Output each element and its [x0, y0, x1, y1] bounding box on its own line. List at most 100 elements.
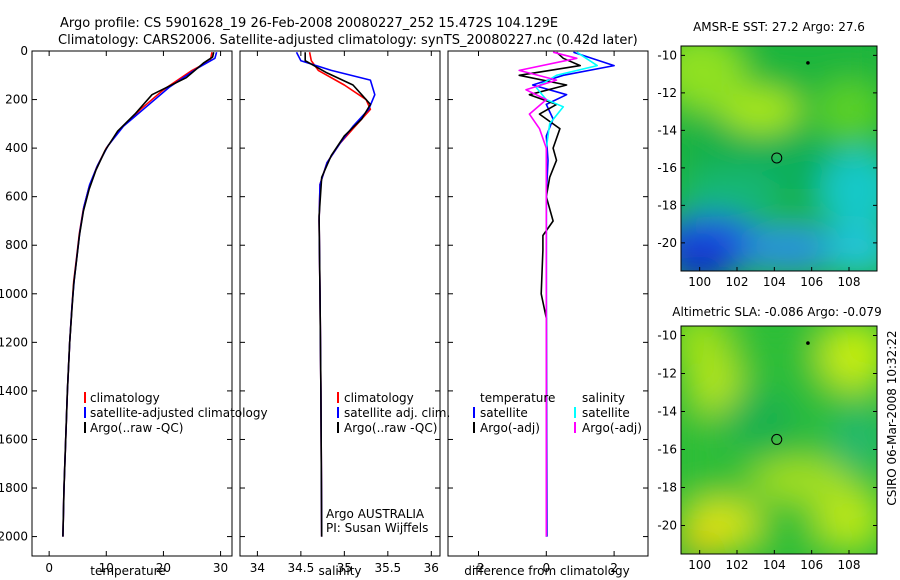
legend-swatch-argo: [84, 422, 86, 433]
difference-series-temperature-argo-adj: [518, 51, 582, 537]
legend-label-climatology: climatology: [344, 391, 414, 405]
temperature-series-argo-raw-qc: [62, 52, 215, 537]
depth-tick-label: 600: [5, 190, 28, 204]
legend-swatch-argo: [337, 422, 339, 433]
difference-series-salinity-satellite: [535, 51, 599, 537]
difference-x-tick-label: 2: [610, 561, 618, 575]
depth-tick-label: 1200: [0, 335, 28, 349]
depth-tick-label: 1600: [0, 432, 28, 446]
sst_map-lon-tick-label: 102: [726, 275, 749, 289]
salinity-series-argo-raw-qc: [304, 52, 372, 537]
sla_map-lat-tick-label: -18: [657, 481, 677, 495]
sst-map-title: AMSR-E SST: 27.2 Argo: 27.6: [693, 20, 865, 34]
sst-map-panel: AMSR-E SST: 27.2 Argo: 27.6 100 102 104 106…: [657, 20, 878, 289]
legend-swatch-climatology: [84, 392, 86, 403]
sla_map-lon-tick-label: 102: [726, 558, 749, 572]
difference-x-tick-label: 0: [542, 561, 550, 575]
depth-tick-label: 2000: [0, 530, 28, 544]
legend-label-argo: Argo(..raw -QC): [90, 421, 183, 435]
legend-label-sal-satellite: satellite: [582, 406, 630, 420]
annotation-pi-name: PI: Susan Wijffels: [326, 521, 428, 535]
temperature-axes-frame: [31, 50, 233, 557]
legend-label-temp-satellite: satellite: [480, 406, 528, 420]
legend-header-temperature: temperature: [480, 391, 555, 405]
legend-header-salinity: salinity: [582, 391, 625, 405]
temperature-legend: climatology satellite-adjusted climatolo…: [84, 391, 268, 435]
sst-map-frame: [680, 45, 878, 272]
sst_map-lat-tick-label: -12: [657, 86, 677, 100]
argo-position-marker: [771, 433, 783, 445]
temperature-profile-panel: 0 10 20 30 0 200 400 600 800 1000 1200 1400 1600 1800…: [0, 44, 268, 578]
legend-swatch-climatology: [337, 392, 339, 403]
sla_map-lon-tick-label: 104: [763, 558, 786, 572]
temperature-series-satellite-adjusted-climatology: [62, 51, 218, 537]
sla_map-lat-tick-label: -16: [657, 443, 677, 457]
difference-series-temperature-satellite: [531, 51, 615, 537]
legend-swatch-temp-argo: [473, 422, 475, 433]
figure-title-line1: Argo profile: CS 5901628_19 26-Feb-2008 …: [60, 16, 558, 31]
csiro-timestamp: CSIRO 06-Mar-2008 10:32:22: [885, 330, 899, 505]
track-mark: [806, 61, 810, 65]
salinity-x-tick-label: 35.5: [374, 561, 401, 575]
sst_map-lat-tick-label: -14: [657, 123, 677, 137]
salinity-series-satellite-adj-clim: [295, 51, 376, 537]
sla_map-lat-tick-label: -10: [657, 329, 677, 343]
legend-swatch-sal-argo: [574, 422, 576, 433]
salinity-x-label: salinity: [318, 564, 361, 578]
annotation-argo-australia: Argo AUSTRALIA: [326, 507, 425, 521]
sst_map-lon-tick-label: 106: [800, 275, 823, 289]
depth-tick-label: 1400: [0, 384, 28, 398]
sst_map-lat-tick-label: -16: [657, 161, 677, 175]
sst_map-lat-tick-label: -10: [657, 48, 677, 62]
salinity-profile-panel: 34 34.5 35 35.5 36 salinity climatology sate…: [239, 50, 450, 578]
sst_map-lat-tick-label: -18: [657, 198, 677, 212]
difference-x-tick-label: -2: [473, 561, 485, 575]
legend-label-sal-argo: Argo(-adj): [582, 421, 642, 435]
temperature-series-climatology: [62, 52, 213, 537]
difference-legend: temperature salinity satellite Argo(-adj…: [473, 391, 642, 435]
sla_map-lon-tick-label: 108: [838, 558, 861, 572]
salinity-axes-frame: [239, 50, 441, 557]
legend-label-temp-argo: Argo(-adj): [480, 421, 540, 435]
difference-series-salinity-argo-adj: [518, 51, 578, 537]
temperature-x-tick-label: 0: [45, 561, 53, 575]
argo-position-marker: [771, 152, 783, 164]
depth-tick-label: 0: [20, 44, 28, 58]
salinity-legend: climatology satellite adj. clim. Argo(..…: [337, 391, 450, 435]
legend-swatch-satellite-adj: [337, 407, 339, 418]
legend-swatch-temp-satellite: [473, 407, 475, 418]
sla_map-lat-tick-label: -20: [657, 519, 677, 533]
depth-tick-label: 400: [5, 141, 28, 155]
sla_map-lat-tick-label: -14: [657, 405, 677, 419]
difference-axes-frame: [447, 50, 649, 557]
temperature-x-tick-label: 20: [156, 561, 171, 575]
salinity-x-tick-label: 34: [250, 561, 265, 575]
sst_map-lat-tick-label: -20: [657, 236, 677, 250]
salinity-x-tick-label: 36: [424, 561, 439, 575]
sst_map-lon-tick-label: 108: [838, 275, 861, 289]
legend-label-satellite-adjusted: satellite-adjusted climatology: [90, 406, 268, 420]
legend-label-satellite-adj: satellite adj. clim.: [344, 406, 450, 420]
sla-map-frame: [680, 325, 878, 555]
legend-label-argo: Argo(..raw -QC): [344, 421, 437, 435]
legend-swatch-satellite-adjusted: [84, 407, 86, 418]
difference-x-label: difference from climatology: [464, 564, 630, 578]
sla-heatmap: [681, 326, 877, 554]
sla_map-lon-tick-label: 100: [688, 558, 711, 572]
temperature-x-label: temperature: [90, 564, 165, 578]
depth-tick-label: 800: [5, 238, 28, 252]
sst_map-lon-tick-label: 100: [688, 275, 711, 289]
temperature-x-tick-label: 10: [99, 561, 114, 575]
temperature-x-tick-label: 30: [213, 561, 228, 575]
difference-profile-panel: -2 0 2 difference from climatology tempera…: [447, 50, 649, 578]
figure-title-line2: Climatology: CARS2006. Satellite-adjuste…: [58, 33, 638, 48]
track-mark: [806, 341, 810, 345]
salinity-series-climatology: [308, 52, 372, 537]
sla_map-lon-tick-label: 106: [800, 558, 823, 572]
sla-map-panel: Altimetric SLA: -0.086 Argo: -0.079 100 1…: [657, 305, 881, 572]
salinity-x-tick-label: 34.5: [288, 561, 315, 575]
legend-label-climatology: climatology: [90, 391, 160, 405]
sla-map-title: Altimetric SLA: -0.086 Argo: -0.079: [672, 305, 881, 319]
legend-swatch-sal-satellite: [574, 407, 576, 418]
